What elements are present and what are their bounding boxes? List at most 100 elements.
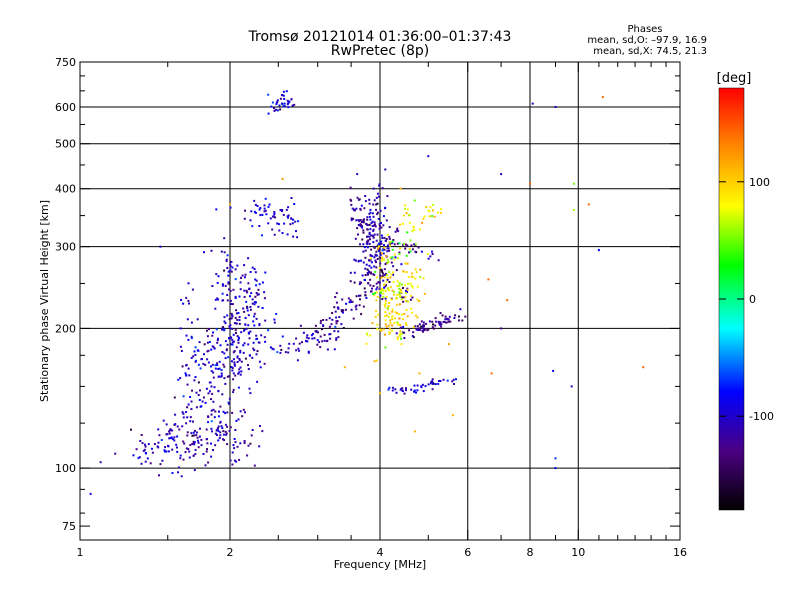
echo-point bbox=[254, 203, 257, 206]
echo-point bbox=[385, 280, 388, 283]
echo-point bbox=[369, 211, 372, 214]
echo-point bbox=[365, 263, 368, 266]
echo-point bbox=[272, 348, 275, 351]
echo-point bbox=[388, 331, 391, 334]
echo-point bbox=[200, 444, 203, 447]
echo-point bbox=[255, 317, 258, 320]
echo-point bbox=[403, 313, 406, 315]
echo-point bbox=[215, 328, 218, 331]
echo-point bbox=[302, 331, 305, 334]
echo-point bbox=[235, 460, 238, 463]
echo-point bbox=[371, 255, 374, 258]
echo-point bbox=[251, 225, 254, 228]
echo-point bbox=[361, 274, 364, 277]
echo-point bbox=[221, 292, 224, 295]
echo-point bbox=[287, 347, 290, 350]
echo-point bbox=[336, 306, 339, 309]
echo-point bbox=[337, 330, 340, 333]
echo-point bbox=[233, 322, 236, 325]
echo-point bbox=[554, 106, 557, 108]
echo-point bbox=[381, 289, 384, 292]
echo-point bbox=[371, 322, 374, 325]
echo-point bbox=[201, 400, 204, 403]
echo-point bbox=[371, 220, 374, 223]
echo-point bbox=[359, 294, 362, 297]
echo-point bbox=[329, 333, 332, 336]
phases-title: Phases bbox=[627, 24, 662, 35]
echo-point bbox=[431, 320, 434, 323]
echo-point bbox=[194, 453, 197, 456]
echo-point bbox=[386, 261, 389, 264]
echo-point bbox=[409, 250, 412, 253]
echo-point bbox=[368, 264, 371, 267]
echo-point bbox=[382, 252, 385, 255]
echo-point bbox=[229, 459, 232, 462]
echo-point bbox=[438, 380, 440, 382]
echo-point bbox=[212, 371, 215, 374]
echo-point bbox=[273, 109, 276, 112]
echo-point bbox=[271, 101, 274, 104]
echo-point bbox=[400, 298, 403, 301]
echo-point bbox=[245, 300, 248, 303]
echo-point bbox=[421, 383, 424, 386]
echo-point bbox=[200, 438, 203, 441]
echo-point bbox=[222, 326, 224, 329]
colorbar-label: [deg] bbox=[717, 71, 752, 86]
echo-point bbox=[267, 329, 270, 332]
echo-point bbox=[226, 343, 229, 346]
echo-point bbox=[89, 492, 92, 495]
echo-point bbox=[428, 210, 431, 213]
echo-point bbox=[398, 284, 401, 287]
echo-point bbox=[176, 446, 178, 449]
echo-point bbox=[427, 383, 430, 386]
echo-point bbox=[435, 320, 438, 323]
echo-point bbox=[194, 353, 197, 356]
echo-point bbox=[194, 346, 197, 349]
echo-point bbox=[319, 335, 322, 338]
echo-point bbox=[367, 239, 370, 242]
echo-point bbox=[399, 223, 402, 226]
echo-point bbox=[364, 279, 366, 282]
echo-point bbox=[163, 449, 166, 452]
echo-point bbox=[395, 269, 398, 272]
echo-point bbox=[256, 293, 259, 296]
echo-point bbox=[370, 248, 373, 251]
echo-point bbox=[397, 322, 399, 325]
echo-point bbox=[318, 341, 321, 344]
echo-point bbox=[359, 207, 362, 210]
echo-point bbox=[376, 213, 379, 216]
echo-point bbox=[206, 358, 209, 361]
echo-point bbox=[197, 394, 200, 396]
echo-point bbox=[187, 367, 190, 370]
echo-point bbox=[227, 274, 230, 277]
echo-point bbox=[218, 360, 221, 363]
echo-point bbox=[350, 203, 353, 206]
echo-point bbox=[371, 212, 374, 215]
echo-point bbox=[284, 351, 287, 354]
echo-point bbox=[387, 244, 389, 247]
echo-point bbox=[364, 267, 367, 270]
echo-point bbox=[191, 288, 194, 291]
echo-point bbox=[187, 299, 190, 302]
echo-point bbox=[357, 260, 360, 263]
echo-point bbox=[190, 321, 193, 324]
echo-point bbox=[259, 366, 262, 369]
echo-point bbox=[258, 324, 261, 327]
echo-point bbox=[210, 398, 212, 401]
echo-point bbox=[238, 368, 241, 371]
echo-point bbox=[388, 237, 391, 240]
echo-point bbox=[206, 350, 209, 353]
echo-point bbox=[383, 246, 386, 249]
echo-point bbox=[412, 336, 415, 339]
echo-point bbox=[197, 363, 200, 366]
echo-point bbox=[247, 444, 250, 447]
echo-point bbox=[222, 299, 225, 302]
echo-point bbox=[229, 269, 232, 272]
echo-point bbox=[361, 226, 364, 229]
echo-point bbox=[257, 288, 260, 291]
echo-point bbox=[369, 271, 372, 274]
echo-point bbox=[281, 102, 283, 105]
echo-point bbox=[457, 315, 460, 318]
echo-point bbox=[253, 315, 256, 318]
echo-point bbox=[398, 303, 401, 306]
